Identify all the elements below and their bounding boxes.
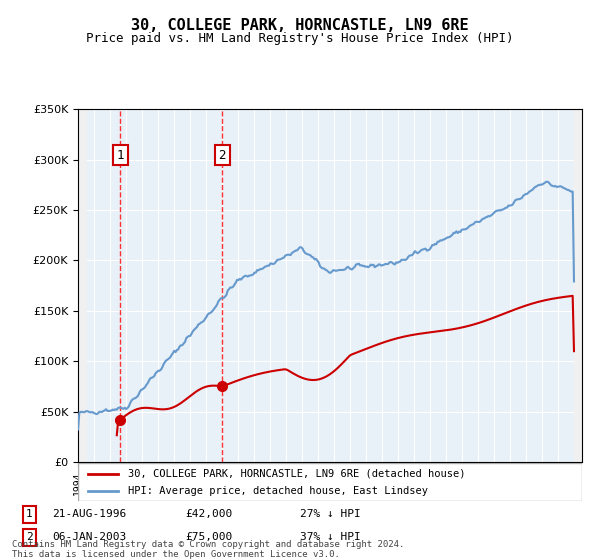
Text: 06-JAN-2003: 06-JAN-2003: [52, 533, 127, 543]
Text: HPI: Average price, detached house, East Lindsey: HPI: Average price, detached house, East…: [128, 486, 428, 496]
Text: 2: 2: [218, 148, 226, 162]
Text: 30, COLLEGE PARK, HORNCASTLE, LN9 6RE: 30, COLLEGE PARK, HORNCASTLE, LN9 6RE: [131, 18, 469, 33]
Text: 2: 2: [26, 533, 32, 543]
Text: £75,000: £75,000: [185, 533, 232, 543]
Text: 37% ↓ HPI: 37% ↓ HPI: [300, 533, 361, 543]
Text: Price paid vs. HM Land Registry's House Price Index (HPI): Price paid vs. HM Land Registry's House …: [86, 32, 514, 45]
Bar: [574, 109, 582, 462]
Text: Contains HM Land Registry data © Crown copyright and database right 2024.
This d: Contains HM Land Registry data © Crown c…: [12, 540, 404, 559]
Bar: [78, 109, 86, 462]
Text: 27% ↓ HPI: 27% ↓ HPI: [300, 510, 361, 520]
Text: 1: 1: [26, 510, 32, 520]
Text: 30, COLLEGE PARK, HORNCASTLE, LN9 6RE (detached house): 30, COLLEGE PARK, HORNCASTLE, LN9 6RE (d…: [128, 469, 466, 479]
Text: 21-AUG-1996: 21-AUG-1996: [52, 510, 127, 520]
Text: 1: 1: [116, 148, 124, 162]
FancyBboxPatch shape: [78, 463, 582, 501]
Text: £42,000: £42,000: [185, 510, 232, 520]
